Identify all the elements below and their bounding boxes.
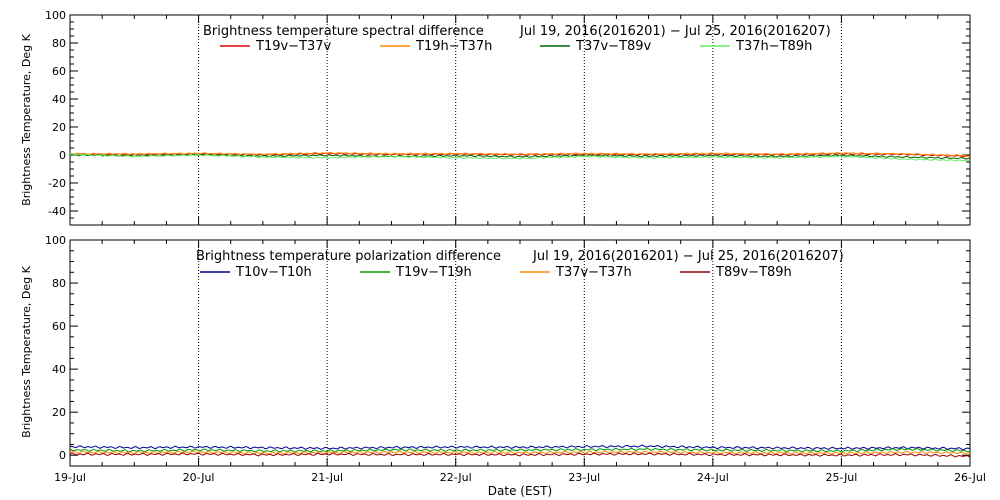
legend-label: T19h−T37h (415, 39, 492, 54)
legend: T10v−T10h T19v−T19h T37v−T37h T89v−T89h (200, 265, 792, 280)
y-tick-label: 100 (45, 9, 66, 22)
y-axis: 0 20 40 60 80 100 (45, 234, 970, 467)
series-line (69, 447, 971, 453)
chart-date-range: Jul 19, 2016(2016201) − Jul 25, 2016(201… (519, 24, 831, 39)
chart-title: Brightness temperature polarization diff… (196, 249, 501, 264)
y-tick-label: 0 (59, 449, 66, 462)
x-tick-label: 23-Jul (568, 471, 600, 484)
series-line (69, 450, 971, 455)
x-tick-label: 21-Jul (311, 471, 343, 484)
x-tick-label: 20-Jul (183, 471, 215, 484)
x-tick-label: 25-Jul (825, 471, 857, 484)
series-line (69, 152, 971, 158)
y-tick-label: 60 (52, 65, 66, 78)
x-tick-label: 22-Jul (440, 471, 472, 484)
x-tick-label: 26-Jul (954, 471, 986, 484)
x-tick-label: 19-Jul (54, 471, 86, 484)
y-tick-label: -20 (48, 177, 66, 190)
legend-label: T19v−T19h (395, 265, 472, 280)
polarization-difference-panel: Brightness temperature polarization diff… (20, 234, 971, 467)
legend-label: T89v−T89h (715, 265, 792, 280)
chart-date-range: Jul 19, 2016(2016201) − Jul 25, 2016(201… (532, 249, 844, 264)
y-tick-label: 100 (45, 234, 66, 247)
y-tick-label: -40 (48, 205, 66, 218)
y-axis-label: Brightness Temperature, Deg K (20, 33, 33, 205)
series-group (69, 444, 971, 458)
legend-label: T10v−T10h (235, 265, 312, 280)
series-line (69, 151, 971, 157)
series-group (69, 151, 971, 162)
chart-title: Brightness temperature spectral differen… (203, 24, 484, 39)
y-tick-label: 80 (52, 37, 66, 50)
legend-label: T37v−T89v (575, 39, 652, 54)
series-line (69, 153, 971, 162)
series-line (69, 153, 971, 160)
y-tick-label: 80 (52, 277, 66, 290)
x-axis-tick-labels: 19-Jul 20-Jul 21-Jul 22-Jul 23-Jul 24-Jul 25-J… (54, 471, 986, 484)
plot-frame (69, 239, 971, 467)
x-axis (69, 240, 971, 466)
y-axis: -40 -20 0 20 40 60 80 100 (45, 9, 970, 226)
y-tick-label: 20 (52, 406, 66, 419)
legend-label: T19v−T37v (255, 39, 332, 54)
spectral-difference-panel: Brightness temperature spectral differen… (20, 9, 971, 226)
x-axis (69, 15, 971, 225)
series-line (69, 452, 971, 458)
series-line (69, 444, 971, 451)
x-axis-label: Date (EST) (488, 484, 552, 498)
y-tick-label: 0 (59, 149, 66, 162)
y-tick-label: 20 (52, 121, 66, 134)
y-tick-label: 60 (52, 320, 66, 333)
x-tick-label: 24-Jul (697, 471, 729, 484)
y-axis-label: Brightness Temperature, Deg K (20, 265, 33, 437)
y-tick-label: 40 (52, 363, 66, 376)
y-tick-label: 40 (52, 93, 66, 106)
legend: T19v−T37v T19h−T37h T37v−T89v T37h−T89h (220, 39, 812, 54)
grid (198, 15, 842, 225)
legend-label: T37v−T37h (555, 265, 632, 280)
plot-frame (69, 14, 971, 226)
legend-label: T37h−T89h (735, 39, 812, 54)
